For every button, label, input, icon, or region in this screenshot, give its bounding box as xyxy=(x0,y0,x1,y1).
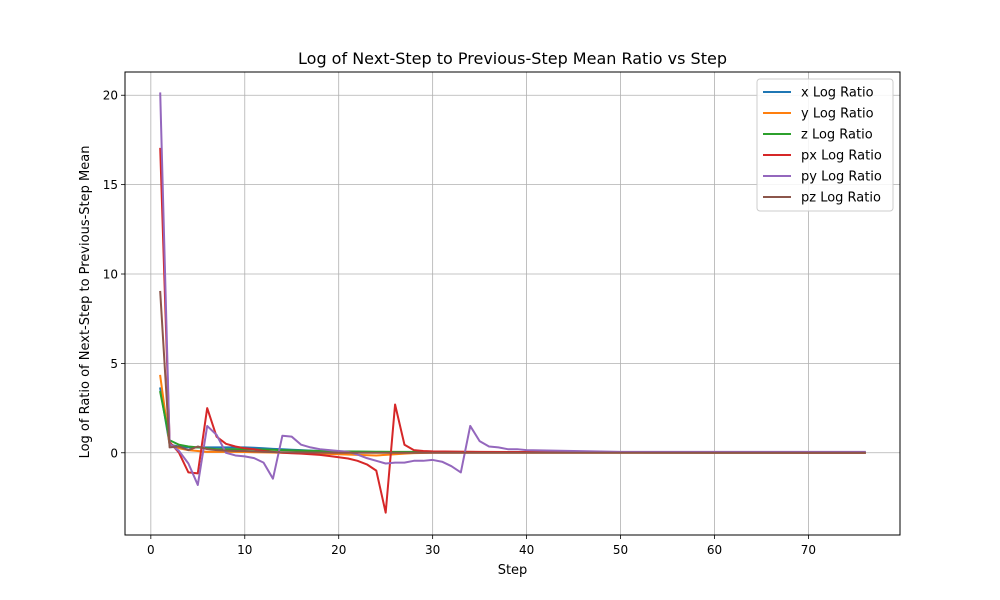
series-layer xyxy=(159,92,866,514)
y-tick-label: 10 xyxy=(103,268,118,282)
x-tick-label: 40 xyxy=(519,543,534,557)
legend-label: z Log Ratio xyxy=(801,128,873,143)
y-tick-label: 15 xyxy=(103,178,118,192)
series-line-4 xyxy=(159,147,866,514)
x-tick-label: 30 xyxy=(425,543,440,557)
plot-area-frame xyxy=(124,71,901,536)
x-tick-label: 20 xyxy=(331,543,346,557)
legend-label: x Log Ratio xyxy=(801,86,874,101)
axes: 0 10 20 30 40 50 60 70 0 5 10 15 20 xyxy=(103,89,816,557)
legend-label: px Log Ratio xyxy=(801,149,882,164)
legend-label: py Log Ratio xyxy=(801,170,882,185)
legend: x Log Ratio y Log Ratio z Log Ratio px Log … xyxy=(756,78,894,212)
x-axis-label: Step xyxy=(498,563,528,578)
x-tick-label: 70 xyxy=(801,543,816,557)
x-tick-label: 60 xyxy=(707,543,722,557)
y-axis-label: Log of Ratio of Next-Step to Previous-St… xyxy=(78,146,93,459)
chart-title: Log of Next-Step to Previous-Step Mean R… xyxy=(298,49,727,68)
series-line-6 xyxy=(159,290,866,454)
x-tick-label: 0 xyxy=(147,543,155,557)
x-tick-label: 10 xyxy=(237,543,252,557)
y-tick-label: 0 xyxy=(110,446,118,460)
legend-label: y Log Ratio xyxy=(801,107,874,122)
y-tick-label: 5 xyxy=(110,357,118,371)
legend-label: pz Log Ratio xyxy=(801,191,881,206)
y-tick-label: 20 xyxy=(103,89,118,103)
series-line-5 xyxy=(159,92,866,486)
x-tick-label: 50 xyxy=(613,543,628,557)
